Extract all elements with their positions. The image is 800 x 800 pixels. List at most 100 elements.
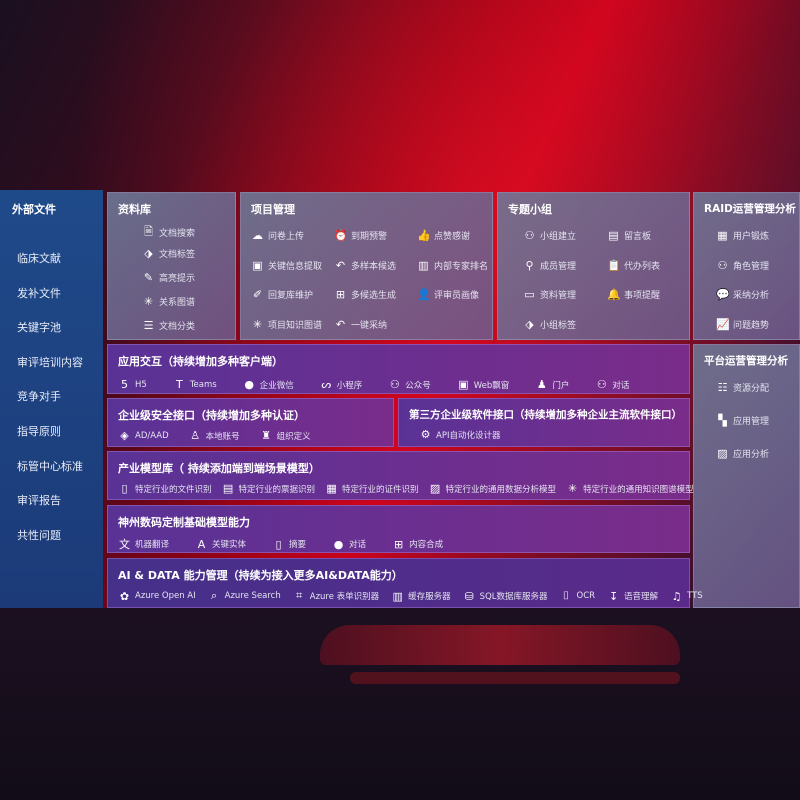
library-item-tag[interactable]: ⬗ 文档标签: [142, 247, 195, 260]
aidata-item-speech[interactable]: ↧ 语音理解: [607, 590, 658, 603]
group-item-clipboard[interactable]: 📋 代办列表: [607, 259, 660, 272]
chat-users-icon: ⚇: [596, 378, 607, 391]
aidata-item-ocr[interactable]: ⌷ OCR: [560, 589, 595, 603]
sidebar-item[interactable]: 发补文件: [17, 286, 61, 300]
panel-title: 平台运营管理分析: [704, 355, 788, 367]
puzzle-icon: ⊞: [393, 537, 404, 551]
raid-item-users[interactable]: ⚇ 角色管理: [716, 259, 769, 272]
cache-icon: ▥: [392, 589, 403, 603]
thumbs-up-icon: 👍: [417, 229, 431, 242]
raid-item-id-card[interactable]: ▦ 用户锻炼: [716, 229, 769, 242]
group-item-bell[interactable]: 🔔 事项提醒: [607, 288, 660, 301]
group-item-user-add[interactable]: ⚲ 成员管理: [523, 259, 576, 272]
raid-item-qa[interactable]: 💬 采纳分析: [716, 288, 769, 301]
panel-title: 产业模型库（ 持续添加端到端场景模型）: [118, 462, 320, 475]
item-label: 留言板: [624, 232, 652, 242]
basemodel-item-entity[interactable]: A 关键实体: [195, 538, 246, 551]
id-card-icon: ▦: [326, 482, 337, 495]
platform-item-apps[interactable]: ▚ 应用管理: [716, 414, 769, 427]
basemodel-item-chat[interactable]: ● 对话: [332, 538, 366, 551]
group-item-bbs[interactable]: ▤ 留言板: [607, 229, 651, 242]
platform-item-chart[interactable]: ▨ 应用分析: [716, 447, 769, 460]
aidata-item-openai[interactable]: ✿ Azure Open AI: [118, 590, 196, 603]
aidata-item-cache[interactable]: ▥ 缓存服务器: [391, 589, 450, 603]
item-label: 多样本候选: [351, 261, 397, 272]
sidebar-item[interactable]: 临床文献: [17, 252, 61, 265]
industry-item-id-card[interactable]: ▦ 特定行业的证件识别: [325, 482, 419, 495]
interaction-item-wechat[interactable]: ● 企业微信: [243, 378, 293, 391]
group-item-folder[interactable]: ▭ 资料管理: [523, 288, 576, 301]
sidebar-item[interactable]: 审评报告: [17, 494, 61, 508]
thirdparty-item-gear[interactable]: ⚙ API自动化设计器: [419, 428, 501, 441]
interaction-item-window[interactable]: ▣ Web飘窗: [457, 378, 509, 391]
item-label: 多候选生成: [351, 291, 397, 301]
tag-icon: ⬗: [144, 247, 153, 260]
industry-item-receipt[interactable]: ▤ 特定行业的票据识别: [222, 482, 315, 495]
sidebar-item[interactable]: 竞争对手: [17, 390, 61, 404]
sidebar-item[interactable]: 共性问题: [17, 528, 61, 542]
item-label: 特定行业的证件识别: [342, 484, 419, 495]
aidata-item-form[interactable]: ⌗ Azure 表单识别器: [293, 589, 379, 603]
item-label: 一键采纳: [351, 320, 388, 331]
item-label: 内部专家排名: [434, 261, 489, 272]
aidata-item-tts[interactable]: ♫ TTS: [670, 590, 703, 603]
basemodel-item-summary[interactable]: ▯ 摘要: [272, 538, 307, 551]
panel-title: 第三方企业级软件接口（持续增加多种企业主流软件接口）: [409, 409, 682, 421]
project-item-graph[interactable]: ✳ 项目知识图谱: [251, 318, 322, 331]
project-item-alarm[interactable]: ⏰ 到期预警: [334, 229, 387, 242]
panel-title: 企业级安全接口（持续增加多种认证）: [118, 409, 305, 422]
interaction-item-portal[interactable]: ♟ 门户: [535, 378, 569, 391]
basemodel-item-translate[interactable]: 文机器翻译: [118, 536, 169, 552]
raid-item-trend[interactable]: 📈 问题趋势: [716, 318, 769, 331]
library-item-doc-list[interactable]: ☰ 文档分类: [142, 319, 195, 332]
project-item-window[interactable]: ▣ 关键信息提取: [251, 259, 322, 272]
industry-item-doc[interactable]: ▯ 特定行业的文件识别: [118, 482, 211, 495]
aad-icon: ◈: [120, 429, 129, 442]
interaction-item-html5[interactable]: 5 H5: [118, 378, 147, 391]
item-label: 小组标签: [540, 320, 577, 331]
user-add-icon: ⚲: [525, 258, 534, 272]
user-icon: 👤: [417, 288, 431, 301]
project-item-edit[interactable]: ✐ 回复库维护: [251, 288, 313, 301]
form-icon: ⌗: [296, 589, 303, 602]
tag-icon: ⬗: [525, 317, 534, 331]
project-item-reply[interactable]: ↶ 一键采纳: [334, 318, 387, 331]
aidata-item-database[interactable]: ⛁ SQL数据库服务器: [463, 590, 548, 603]
library-item-graph[interactable]: ✳ 关系图谱: [142, 295, 195, 308]
panel-title: 项目管理: [251, 203, 295, 216]
security-item-user-key[interactable]: ♙ 本地账号: [189, 429, 239, 442]
project-item-puzzle[interactable]: ⊞ 多候选生成: [334, 288, 396, 301]
item-label: 资料管理: [540, 291, 577, 301]
interaction-item-miniprogram[interactable]: ᔕ 小程序: [320, 378, 362, 391]
project-item-cloud-upload[interactable]: ☁ 问卷上传: [251, 229, 304, 242]
sidebar-item[interactable]: 审评培训内容: [17, 355, 83, 369]
item-label: 问卷上传: [268, 232, 305, 242]
interaction-item-users[interactable]: ⚇ 公众号: [388, 378, 431, 391]
sidebar-item[interactable]: 指导原则: [17, 425, 61, 438]
library-item-doc-search[interactable]: 🗎 文档搜索: [142, 223, 195, 242]
project-item-ranking[interactable]: ▥ 内部专家排名: [417, 259, 488, 272]
security-item-aad[interactable]: ◈ AD/AAD: [118, 429, 168, 442]
industry-item-image[interactable]: ▨ 特定行业的通用数据分析模型: [429, 482, 556, 495]
id-card-icon: ▦: [717, 229, 728, 242]
sidebar-item[interactable]: 标管中心标准: [17, 459, 83, 473]
project-item-user[interactable]: 👤 评审员画像: [417, 288, 479, 301]
industry-item-graph[interactable]: ✳ 特定行业的通用知识图谱模型: [566, 482, 694, 495]
platform-item-list[interactable]: ☷ 资源分配: [716, 381, 769, 394]
interaction-item-teams[interactable]: T Teams: [173, 378, 217, 391]
group-item-tag[interactable]: ⬗ 小组标签: [523, 318, 576, 331]
project-item-reply[interactable]: ↶ 多样本候选: [334, 259, 396, 272]
item-label: 特定行业的通用知识图谱模型: [583, 484, 694, 495]
aidata-item-search[interactable]: ⌕ Azure Search: [208, 589, 281, 603]
security-item-org[interactable]: ♜ 组织定义: [260, 429, 311, 442]
item-label: 门户: [552, 380, 570, 391]
group-item-users[interactable]: ⚇ 小组建立: [523, 229, 576, 242]
basemodel-item-puzzle[interactable]: ⊞ 内容合成: [392, 538, 443, 551]
library-item-pen[interactable]: ✎ 高亮提示: [142, 271, 195, 284]
interaction-item-chat-users[interactable]: ⚇ 对话: [595, 378, 629, 391]
tts-icon: ♫: [671, 589, 682, 603]
sidebar-item[interactable]: 关键字池: [17, 321, 61, 335]
item-label: 回复库维护: [268, 291, 314, 301]
project-item-thumbs-up[interactable]: 👍 点赞感谢: [417, 229, 470, 242]
item-label: 组织定义: [276, 431, 311, 442]
